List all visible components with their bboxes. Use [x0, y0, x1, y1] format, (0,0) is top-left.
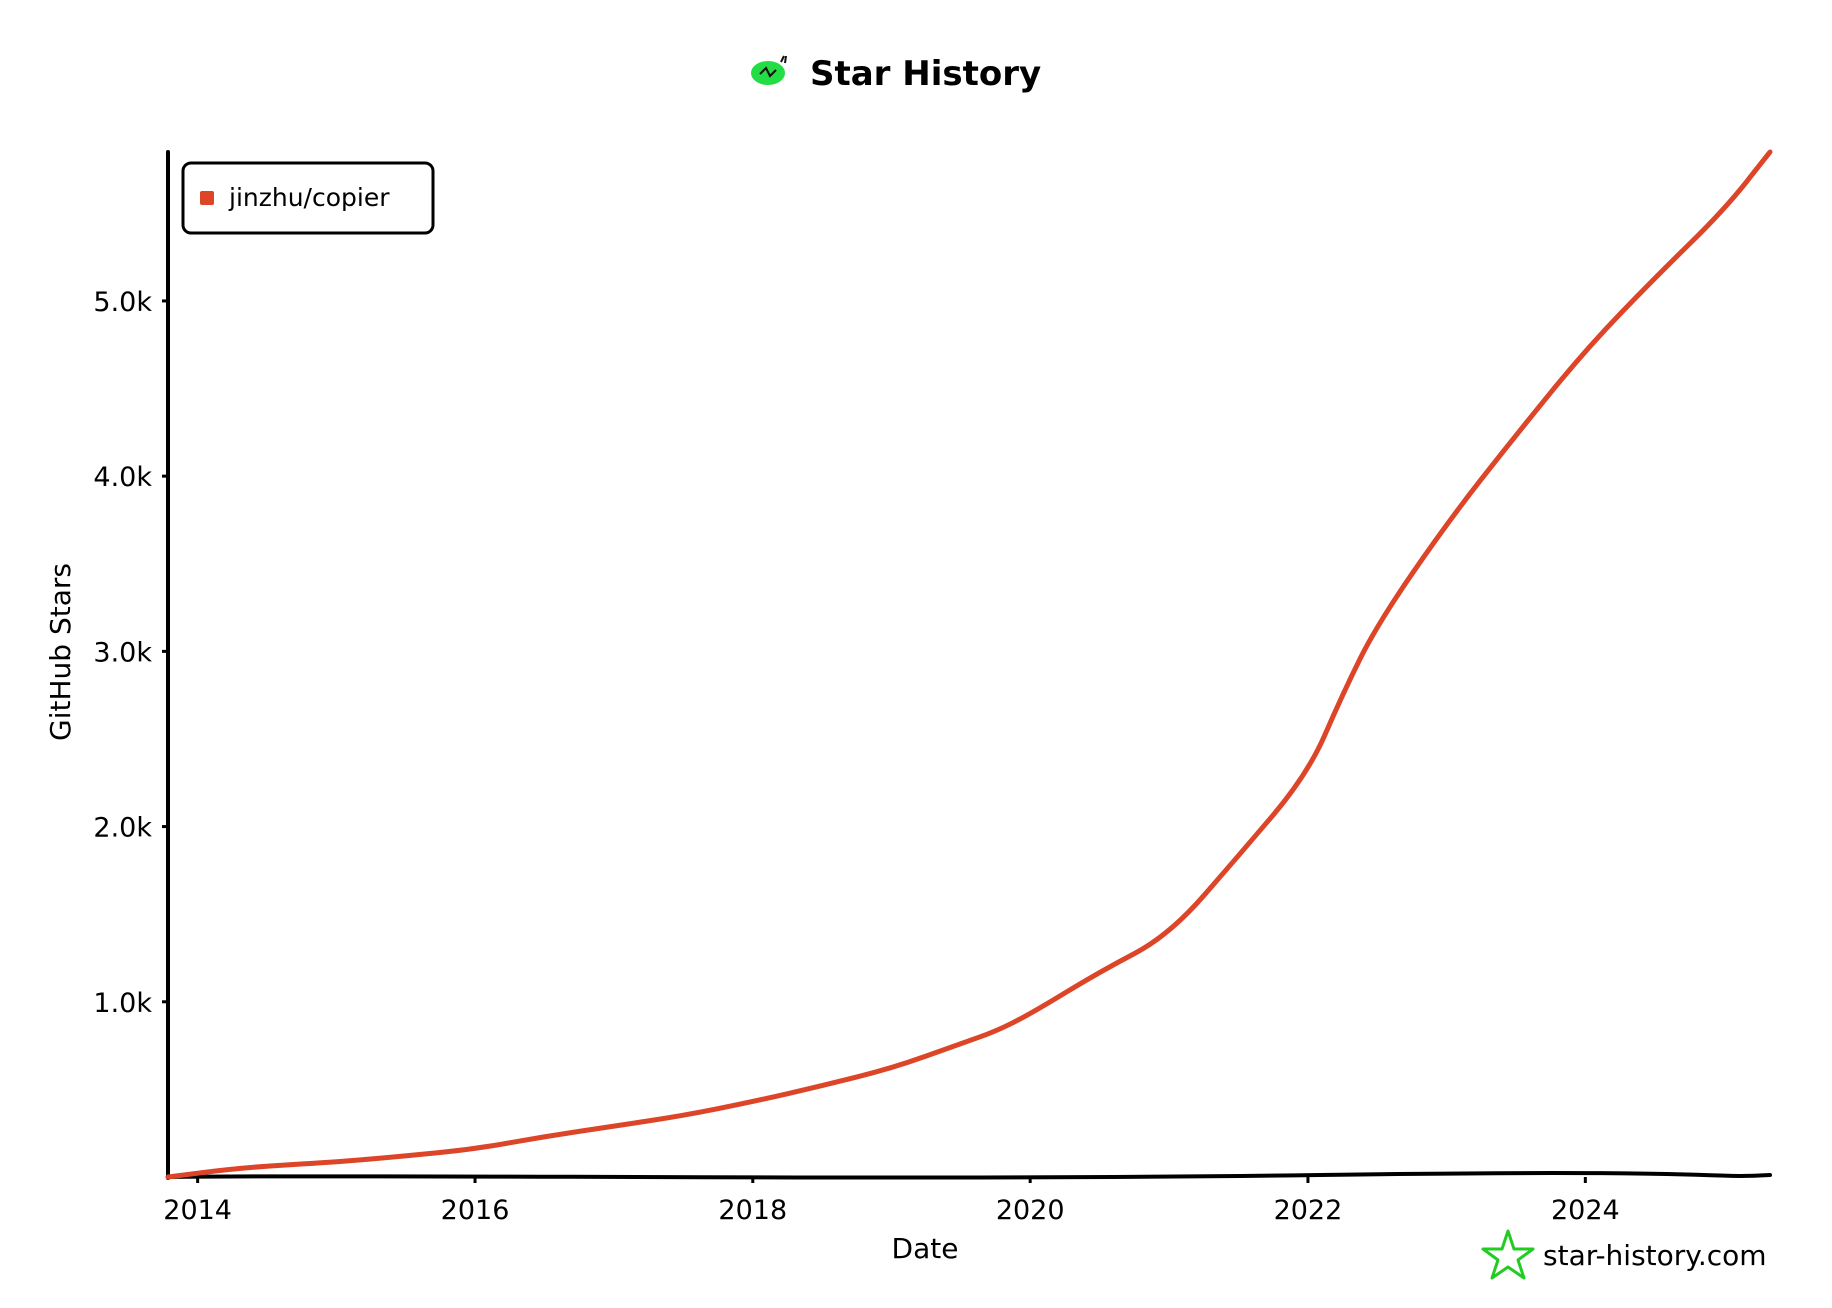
x-tick-label: 2022 [1274, 1195, 1343, 1226]
star-outline-icon [1481, 1229, 1535, 1280]
y-axis-line [165, 150, 171, 1180]
y-tick-label: 3.0k [93, 637, 152, 668]
x-tick-labels: 2014 2016 2018 2020 2022 2024 [163, 1177, 1620, 1226]
series-layer [165, 149, 1773, 1180]
series-line-0 [165, 149, 1773, 1180]
x-tick-label: 2016 [441, 1195, 510, 1226]
watermark-text: star-history.com [1543, 1239, 1767, 1272]
y-tick-labels: 1.0k 2.0k 3.0k 4.0k 5.0k [93, 287, 168, 1019]
x-axis-line [166, 1171, 1772, 1180]
y-tick-label: 1.0k [93, 988, 152, 1019]
x-axis-label: Date [892, 1232, 959, 1265]
chart-title-group: Star History [751, 54, 1041, 94]
y-axis-label: GitHub Stars [44, 563, 77, 741]
watermark[interactable]: star-history.com [1481, 1229, 1767, 1280]
y-tick-label: 4.0k [93, 462, 152, 493]
legend-swatch [200, 191, 214, 205]
y-tick-label: 2.0k [93, 813, 152, 844]
legend: jinzhu/copier [181, 161, 435, 235]
legend-box [181, 161, 435, 235]
x-tick-label: 2024 [1551, 1195, 1620, 1226]
star-history-logo-icon [751, 55, 787, 85]
y-tick-label: 5.0k [93, 287, 152, 318]
axes [165, 150, 1772, 1180]
x-tick-label: 2018 [718, 1195, 787, 1226]
x-tick-label: 2014 [163, 1195, 232, 1226]
legend-label: jinzhu/copier [228, 183, 390, 212]
x-tick-label: 2020 [996, 1195, 1065, 1226]
chart-title: Star History [810, 54, 1041, 94]
